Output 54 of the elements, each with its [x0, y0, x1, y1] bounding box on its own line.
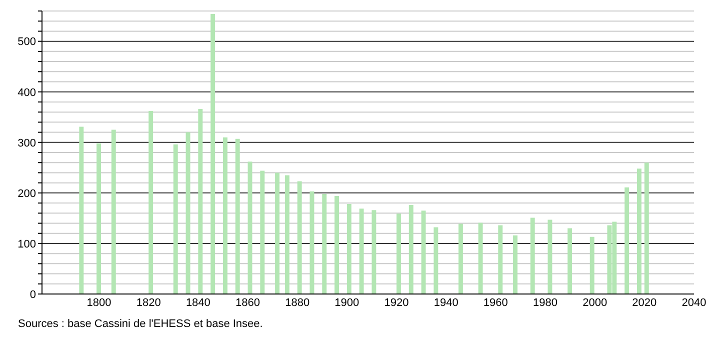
bar [568, 228, 572, 294]
x-tick-label: 2020 [632, 296, 657, 309]
bar [111, 130, 116, 294]
x-tick-label: 1820 [136, 296, 161, 309]
bar [322, 194, 327, 294]
bar [173, 144, 178, 294]
x-tick-label: 1880 [285, 296, 310, 309]
bar [96, 143, 101, 294]
bar [222, 137, 228, 294]
bar [260, 170, 265, 294]
bar [372, 210, 376, 294]
x-tick-label: 1900 [334, 296, 360, 309]
x-tick-label: 1980 [533, 296, 558, 309]
bar [408, 205, 414, 294]
bar [590, 236, 594, 294]
bar [644, 162, 649, 294]
x-tick-label: 1920 [384, 296, 409, 309]
source-note: Sources : base Cassini de l'EHESS et base Insee. [18, 318, 264, 330]
bar [458, 224, 463, 294]
y-tick-label: 500 [18, 36, 36, 48]
x-tick-label: 1960 [483, 296, 508, 309]
bar [359, 208, 364, 294]
bar [210, 14, 216, 294]
x-tick-label: 2040 [682, 296, 706, 309]
bar [79, 126, 84, 294]
x-tick-label: 1840 [186, 296, 210, 309]
y-tick-label: 400 [18, 86, 36, 99]
bar [530, 218, 535, 294]
bar [513, 235, 518, 294]
x-tick-label: 1860 [236, 296, 260, 309]
bar [434, 227, 438, 294]
bar [636, 168, 642, 294]
y-tick-label: 200 [18, 188, 36, 200]
bar [624, 187, 630, 294]
bar [310, 191, 314, 294]
bar [421, 210, 426, 294]
y-tick-label: 100 [18, 238, 36, 250]
y-tick-label: 0 [30, 288, 36, 301]
y-tick-label: 300 [18, 137, 36, 150]
bar [478, 222, 483, 294]
bar [198, 109, 203, 294]
x-tick-label: 1940 [434, 296, 458, 309]
bar [334, 196, 339, 294]
bar [346, 204, 352, 294]
bar [148, 111, 154, 294]
x-tick-label: 2000 [582, 296, 608, 309]
bar [275, 172, 280, 294]
bar [235, 138, 240, 294]
bar [498, 225, 503, 294]
x-tick-label: 1800 [86, 296, 112, 309]
bar [548, 220, 552, 294]
bar [396, 214, 401, 294]
bar [297, 181, 302, 294]
bar [284, 175, 290, 294]
